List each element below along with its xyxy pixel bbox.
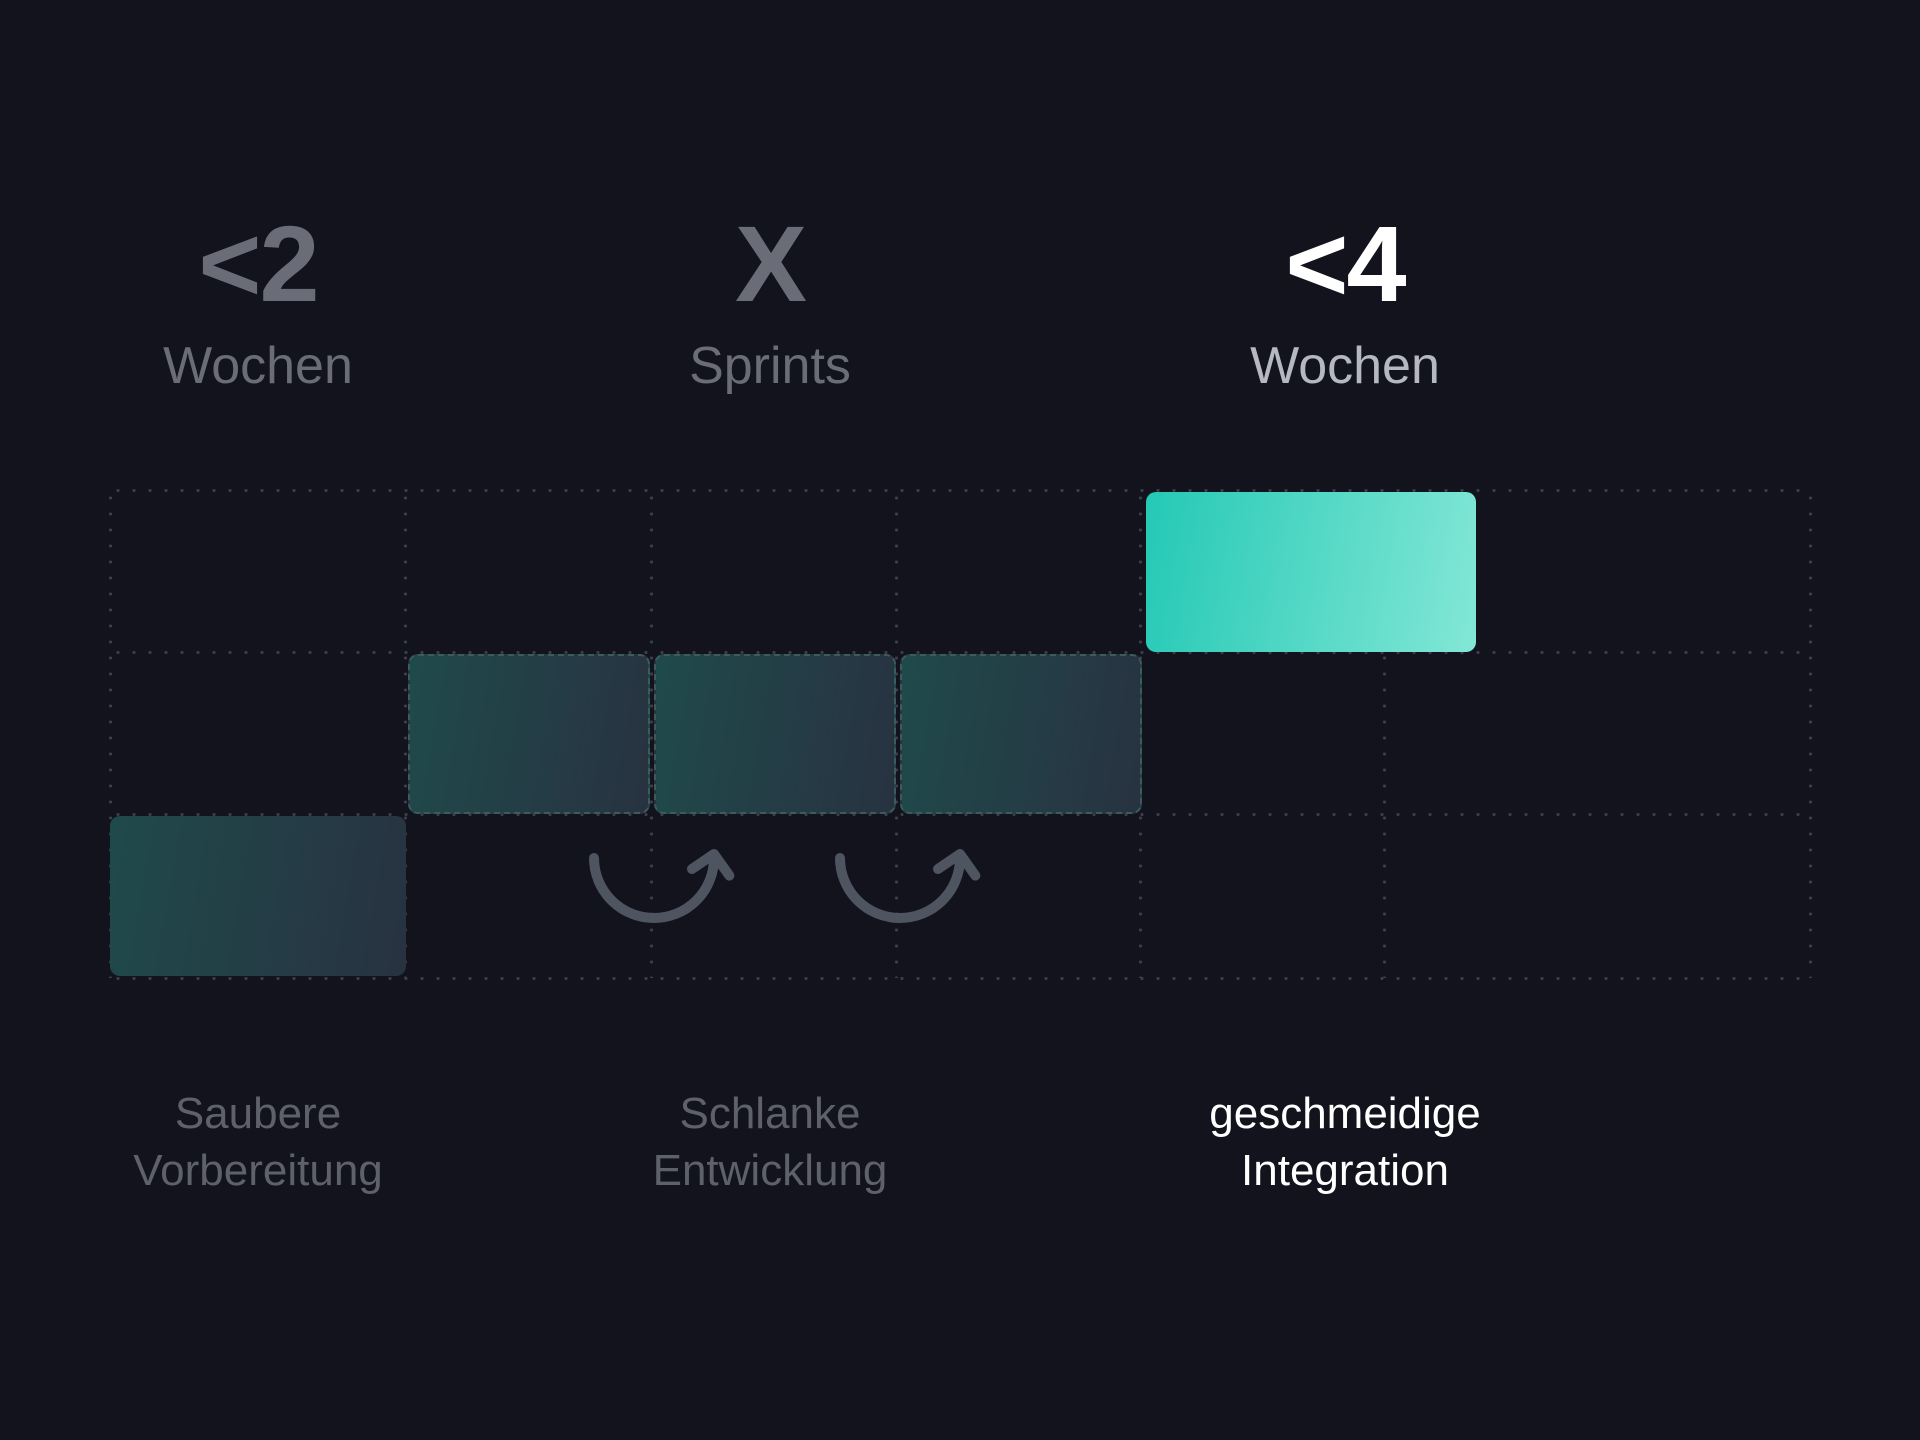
phase-bar [110, 816, 406, 976]
diagram-stage: <2 Wochen X Sprints <4 Wochen Saubere Vo… [0, 0, 1920, 1440]
phase-header-1: <2 Wochen [58, 210, 458, 396]
grid-vline [1809, 490, 1812, 978]
phase-header-unit: Wochen [1145, 336, 1545, 396]
phase-footer-line: Schlanke [520, 1085, 1020, 1142]
phase-header-unit: Wochen [58, 336, 458, 396]
phase-header-3: <4 Wochen [1145, 210, 1545, 396]
phase-footer-1: Saubere Vorbereitung [8, 1085, 508, 1199]
phase-footer-line: Saubere [8, 1085, 508, 1142]
phase-footer-3: geschmeidige Integration [1095, 1085, 1595, 1199]
grid-hline [110, 489, 1810, 492]
loop-arrow-icon [810, 780, 990, 960]
phase-footer-line: Vorbereitung [8, 1142, 508, 1199]
phase-header-unit: Sprints [570, 336, 970, 396]
phase-header-2: X Sprints [570, 210, 970, 396]
phase-header-value: X [570, 210, 970, 318]
phase-footer-line: Entwicklung [520, 1142, 1020, 1199]
loop-arrow-icon [564, 780, 744, 960]
phase-footer-line: geschmeidige [1095, 1085, 1595, 1142]
phase-bar-highlight [1146, 492, 1476, 652]
phase-footer-2: Schlanke Entwicklung [520, 1085, 1020, 1199]
phase-footer-line: Integration [1095, 1142, 1595, 1199]
phase-header-value: <2 [58, 210, 458, 318]
phase-header-value: <4 [1145, 210, 1545, 318]
grid-hline [110, 977, 1810, 980]
